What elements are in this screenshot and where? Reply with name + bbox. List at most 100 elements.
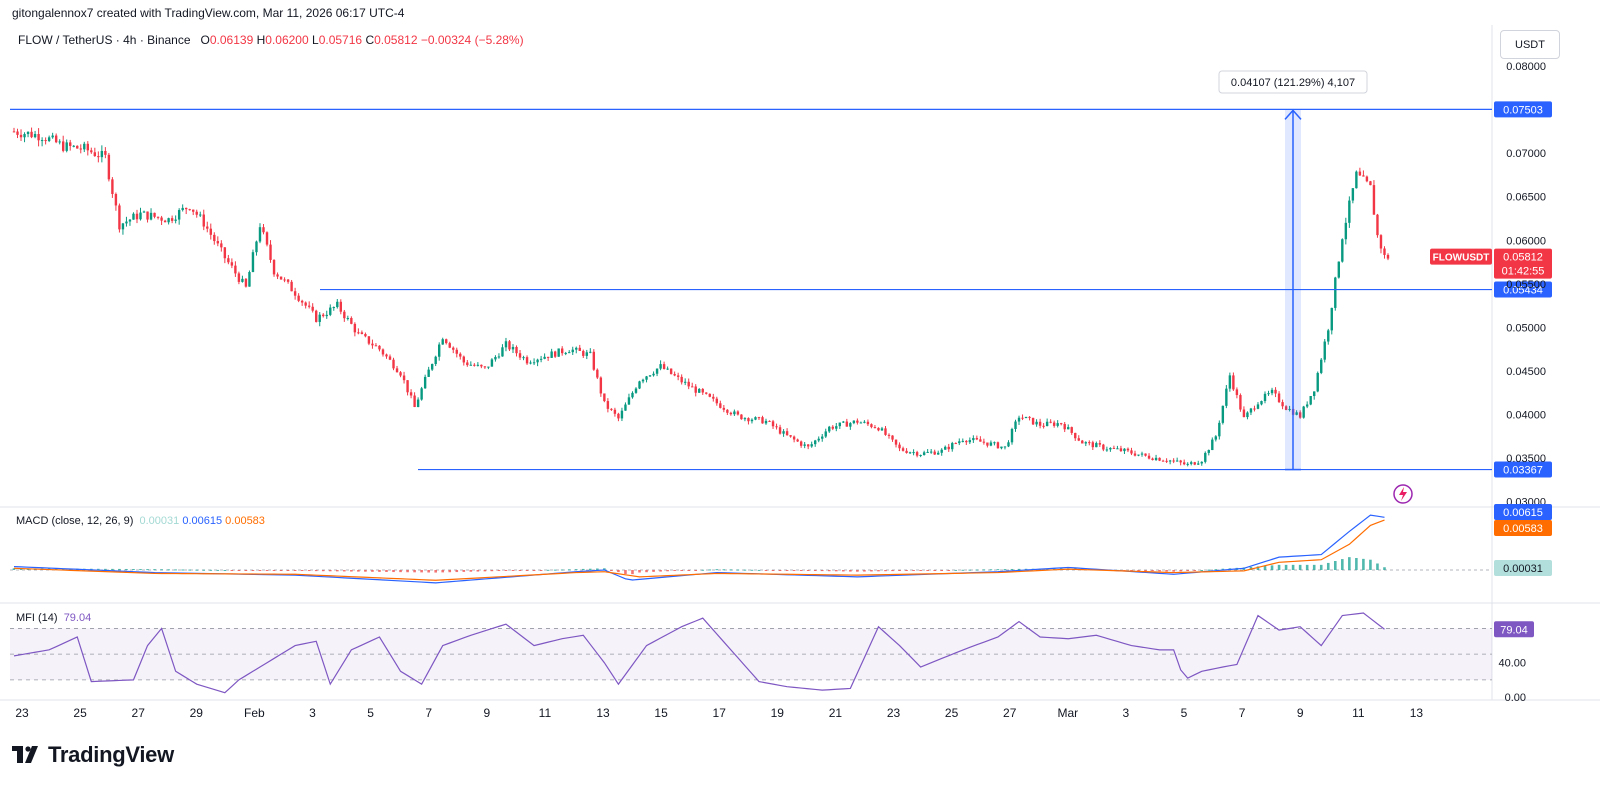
- candle-body: [912, 452, 915, 454]
- candle-body: [452, 347, 455, 350]
- candle-body: [1369, 181, 1372, 186]
- candle-body: [174, 219, 177, 221]
- candle-body: [1372, 185, 1376, 215]
- candle-body: [1246, 412, 1249, 418]
- macd-histogram-bar: [870, 570, 873, 572]
- candle-body: [413, 395, 416, 408]
- candle-body: [1355, 171, 1358, 189]
- candle-body: [469, 364, 473, 366]
- candle-body: [1260, 401, 1263, 405]
- candle-body: [462, 356, 466, 363]
- candle-body: [1295, 412, 1298, 415]
- macd-histogram-bar: [574, 569, 578, 571]
- currency-button[interactable]: USDT: [1500, 30, 1560, 59]
- candle-body: [929, 451, 933, 453]
- candle-body: [515, 346, 518, 354]
- macd-histogram-bar: [1179, 570, 1182, 572]
- macd-histogram-bar: [286, 570, 290, 571]
- candle-body: [1334, 277, 1337, 308]
- symbol-name-badge: [1430, 248, 1492, 265]
- candle-body: [497, 356, 501, 358]
- candle-body: [336, 301, 339, 308]
- macd-histogram-bar: [785, 570, 789, 571]
- low-value: 0.05716: [318, 33, 363, 47]
- candle-body: [645, 376, 648, 380]
- candle-body: [673, 374, 676, 376]
- candle-body: [1249, 408, 1253, 413]
- candle-body: [965, 440, 968, 443]
- macd-histogram-bar: [448, 570, 452, 573]
- attribution-text: gitongalennox7 created with TradingView.…: [12, 6, 405, 20]
- candle-body: [315, 310, 318, 322]
- candle-body: [603, 393, 606, 402]
- candle-body: [908, 452, 912, 454]
- candle-body: [1154, 457, 1158, 461]
- level-price-badge: [1494, 281, 1552, 298]
- candle-body: [655, 368, 659, 374]
- candle-body: [146, 211, 149, 220]
- candle-body: [79, 148, 82, 150]
- candle-body: [114, 193, 118, 206]
- candle-body: [1221, 405, 1225, 423]
- macd-histogram-bar: [279, 570, 283, 571]
- candle-body: [536, 359, 539, 363]
- candle-body: [100, 150, 104, 158]
- candle-body: [1235, 389, 1239, 396]
- candle-body: [1010, 428, 1014, 443]
- candle-body: [392, 359, 395, 369]
- macd-histogram-bar: [603, 568, 606, 570]
- candle-body: [86, 143, 89, 151]
- candle-body: [1288, 408, 1291, 410]
- candle-body: [1320, 359, 1323, 373]
- candle-body: [93, 152, 97, 157]
- candle-body: [1214, 436, 1218, 440]
- candle-body: [44, 140, 47, 142]
- macd-histogram-bar: [1214, 569, 1218, 571]
- candle-body: [806, 444, 810, 447]
- macd-histogram-bar: [771, 570, 775, 571]
- candle-body: [1330, 307, 1333, 331]
- symbol-name-badge-label: FLOWUSDT: [1433, 253, 1490, 264]
- candle-body: [1049, 421, 1052, 423]
- candle-body: [1070, 427, 1073, 433]
- candle-body: [1074, 432, 1077, 439]
- candle-body: [705, 392, 708, 394]
- candle-body: [160, 217, 163, 221]
- macd-histogram-bar: [118, 568, 121, 570]
- candle-body: [125, 221, 128, 224]
- macd-histogram-bar: [167, 569, 170, 571]
- candle-body: [877, 427, 880, 431]
- macd-histogram-bar: [1193, 570, 1197, 571]
- candle-body: [1263, 393, 1267, 402]
- candle-body: [761, 417, 764, 424]
- candle-body: [1112, 447, 1116, 449]
- macd-histogram-bar: [160, 569, 163, 571]
- candle-body: [237, 273, 241, 282]
- candle-body: [213, 234, 216, 242]
- candle-body: [371, 343, 374, 346]
- time-axis-tick: 3: [1123, 706, 1130, 720]
- macd-histogram-bar: [1010, 568, 1014, 570]
- macd-axis-badge: [1494, 504, 1552, 520]
- macd-histogram-bar: [504, 570, 508, 571]
- candle-body: [1133, 453, 1137, 456]
- candle-body: [1014, 421, 1017, 429]
- candle-body: [972, 438, 975, 441]
- macd-histogram-bar: [343, 570, 346, 572]
- macd-histogram-bar: [434, 570, 437, 573]
- tradingview-logo[interactable]: TradingView: [12, 742, 174, 768]
- macd-histogram-bar: [1362, 558, 1365, 570]
- candle-body: [733, 411, 736, 415]
- macd-histogram-bar: [97, 568, 100, 570]
- close-value: 0.05812: [374, 33, 418, 47]
- price-axis-tick: 0.05000: [1506, 322, 1546, 334]
- candle-body: [641, 379, 645, 382]
- candle-body: [989, 442, 993, 446]
- measure-label-box: [1218, 70, 1368, 94]
- candle-body: [870, 424, 873, 428]
- candle-body: [476, 364, 480, 366]
- candle-body: [736, 411, 740, 415]
- macd-histogram-bar: [968, 569, 972, 571]
- candle-body: [265, 232, 269, 245]
